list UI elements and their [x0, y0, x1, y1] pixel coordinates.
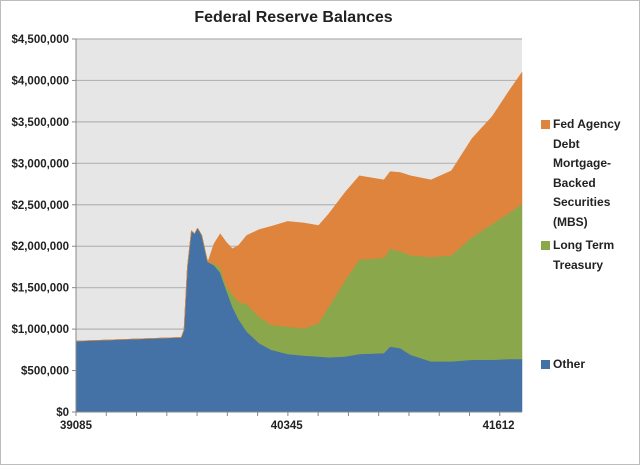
x-tick-label: 39085 [60, 420, 93, 432]
x-tick-label: 40345 [271, 420, 304, 432]
legend-item-mbs: Fed Agency Debt Mortgage-Backed Securiti… [541, 115, 631, 232]
x-tick-label: 41612 [483, 420, 515, 432]
legend-swatch-treasury [541, 241, 550, 250]
y-tick-label: $1,500,000 [11, 283, 69, 295]
y-tick-label: $3,000,000 [11, 158, 69, 170]
legend-label-mbs: Fed Agency Debt Mortgage-Backed Securiti… [553, 117, 621, 229]
y-tick-label: $2,500,000 [11, 200, 69, 212]
y-tick-label: $3,500,000 [11, 117, 69, 129]
legend-item-treasury: Long Term Treasury [541, 236, 631, 275]
legend-label-other: Other [553, 357, 586, 371]
legend-swatch-mbs [541, 120, 550, 129]
y-tick-label: $500,000 [21, 366, 69, 378]
y-tick-label: $4,500,000 [11, 34, 69, 46]
area-series-mbs [75, 71, 523, 342]
legend-item-other: Other [541, 355, 631, 375]
legend-swatch-other [541, 360, 550, 369]
y-tick-label: $2,000,000 [11, 241, 69, 253]
y-tick-label: $0 [56, 407, 69, 419]
y-tick-label: $1,000,000 [11, 324, 69, 336]
chart-title: Federal Reserve Balances [194, 9, 393, 26]
legend-label-treasury: Long Term Treasury [553, 238, 615, 272]
y-tick-label: $4,000,000 [11, 75, 69, 87]
